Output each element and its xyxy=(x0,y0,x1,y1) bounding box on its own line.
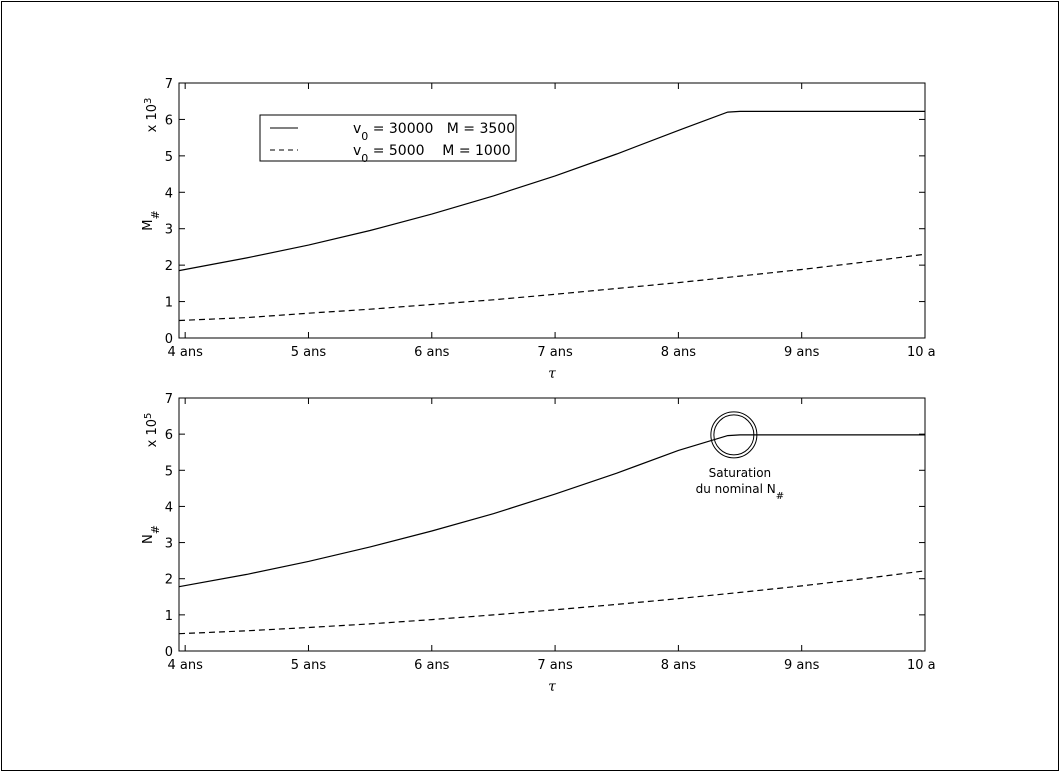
legend-entry-dashed-sub: 0 xyxy=(361,152,368,165)
y-tick-label: 6 xyxy=(165,113,173,128)
legend: v0 = 30000 M = 3500 v0 = 5000 M = 1000 xyxy=(259,114,555,165)
x-tick-label: 7 ans xyxy=(537,658,573,673)
y-tick-label: 0 xyxy=(165,332,173,347)
annotation-line-2-sub: # xyxy=(776,490,784,501)
series-line-dashed xyxy=(178,253,926,322)
y-tick-label: 7 xyxy=(165,392,173,407)
legend-entry-dashed-v: v xyxy=(353,143,361,159)
x-tick-label: 10 a xyxy=(907,345,936,360)
y-scale-exp-n: 5 xyxy=(143,413,154,419)
x-tick-label: 9 ans xyxy=(784,345,820,360)
annotation-line-2-main: du nominal N xyxy=(696,482,776,496)
legend-entry-solid-text: = 30000 M = 3500 xyxy=(368,121,515,137)
plot-area-m xyxy=(178,82,926,339)
y-tick-label: 1 xyxy=(165,609,173,624)
saturation-circle xyxy=(710,411,758,459)
y-scale-base-m: x 10 xyxy=(145,104,160,132)
legend-entry-dashed: v0 = 5000 M = 1000 xyxy=(304,143,551,165)
saturation-annotation: Saturation du nominal N# xyxy=(696,411,784,502)
y-axis-title-main-n: N xyxy=(141,534,156,544)
y-tick-label: 0 xyxy=(165,645,173,660)
legend-entry-dashed-text: = 5000 M = 1000 xyxy=(368,143,510,159)
y-tick-label: 3 xyxy=(165,537,173,552)
y-axis-title-sub-n: # xyxy=(149,525,162,534)
legend-entry-solid-sub: 0 xyxy=(361,130,368,143)
legend-entry-solid-v: v xyxy=(353,121,361,137)
x-tick-label: 8 ans xyxy=(661,658,697,673)
y-tick-label: 5 xyxy=(165,464,173,479)
x-tick-label: 8 ans xyxy=(661,345,697,360)
series-line-solid xyxy=(178,110,925,272)
y-tick-label: 6 xyxy=(165,428,173,443)
chart-panel-m: 4 ans 5 ans 6 ans 7 ans 8 ans 9 ans 10 a 0 1 2 3 4 5… xyxy=(141,77,936,382)
series-line-solid xyxy=(178,434,925,588)
y-tick-label: 2 xyxy=(165,259,173,274)
x-axis-title-m: τ xyxy=(548,366,556,382)
y-scale-factor-m: x 103 xyxy=(143,98,161,133)
y-axis-title-m: M# xyxy=(141,210,162,230)
y-tick-label: 1 xyxy=(165,296,173,311)
y-scale-exp-m: 3 xyxy=(143,98,154,104)
x-tick-label: 6 ans xyxy=(414,658,450,673)
saturation-circle-inner xyxy=(713,414,755,456)
y-axis-title-n: N# xyxy=(141,525,162,544)
x-tick-label: 7 ans xyxy=(537,345,573,360)
y-scale-base-n: x 10 xyxy=(145,419,160,447)
legend-entry-solid: v0 = 30000 M = 3500 xyxy=(304,121,555,143)
x-tick-label: 5 ans xyxy=(291,658,327,673)
x-tick-label: 10 a xyxy=(907,658,936,673)
series-line-dashed xyxy=(178,570,926,635)
y-tick-label: 4 xyxy=(165,500,173,515)
y-scale-factor-n: x 105 xyxy=(143,413,161,448)
y-tick-label: 7 xyxy=(165,77,173,92)
y-tick-label: 5 xyxy=(165,150,173,165)
legend-box xyxy=(259,114,517,162)
series-group-n xyxy=(178,434,926,635)
axis-ticks-m: 4 ans 5 ans 6 ans 7 ans 8 ans 9 ans 10 a 0 1 2 3 4 5… xyxy=(165,77,936,360)
axis-ticks-n: 4 ans 5 ans 6 ans 7 ans 8 ans 9 ans 10 a 0 1 2 3 4 5… xyxy=(165,392,936,673)
y-tick-label: 3 xyxy=(165,223,173,238)
y-axis-title-main-m: M xyxy=(141,220,156,231)
y-tick-label: 4 xyxy=(165,186,173,201)
annotation-line-2: du nominal N# xyxy=(696,482,784,502)
y-tick-label: 2 xyxy=(165,573,173,588)
x-axis-title-n: τ xyxy=(548,679,556,695)
series-group-m xyxy=(178,110,926,322)
x-tick-label: 4 ans xyxy=(167,658,203,673)
x-tick-label: 4 ans xyxy=(167,345,203,360)
x-tick-label: 6 ans xyxy=(414,345,450,360)
x-tick-label: 5 ans xyxy=(291,345,327,360)
plot-area-n xyxy=(178,397,926,652)
annotation-line-1: Saturation xyxy=(709,466,772,480)
x-tick-label: 9 ans xyxy=(784,658,820,673)
y-axis-title-sub-m: # xyxy=(149,210,162,219)
chart-panel-n: 4 ans 5 ans 6 ans 7 ans 8 ans 9 ans 10 a 0 1 2 3 4 5… xyxy=(141,392,936,695)
